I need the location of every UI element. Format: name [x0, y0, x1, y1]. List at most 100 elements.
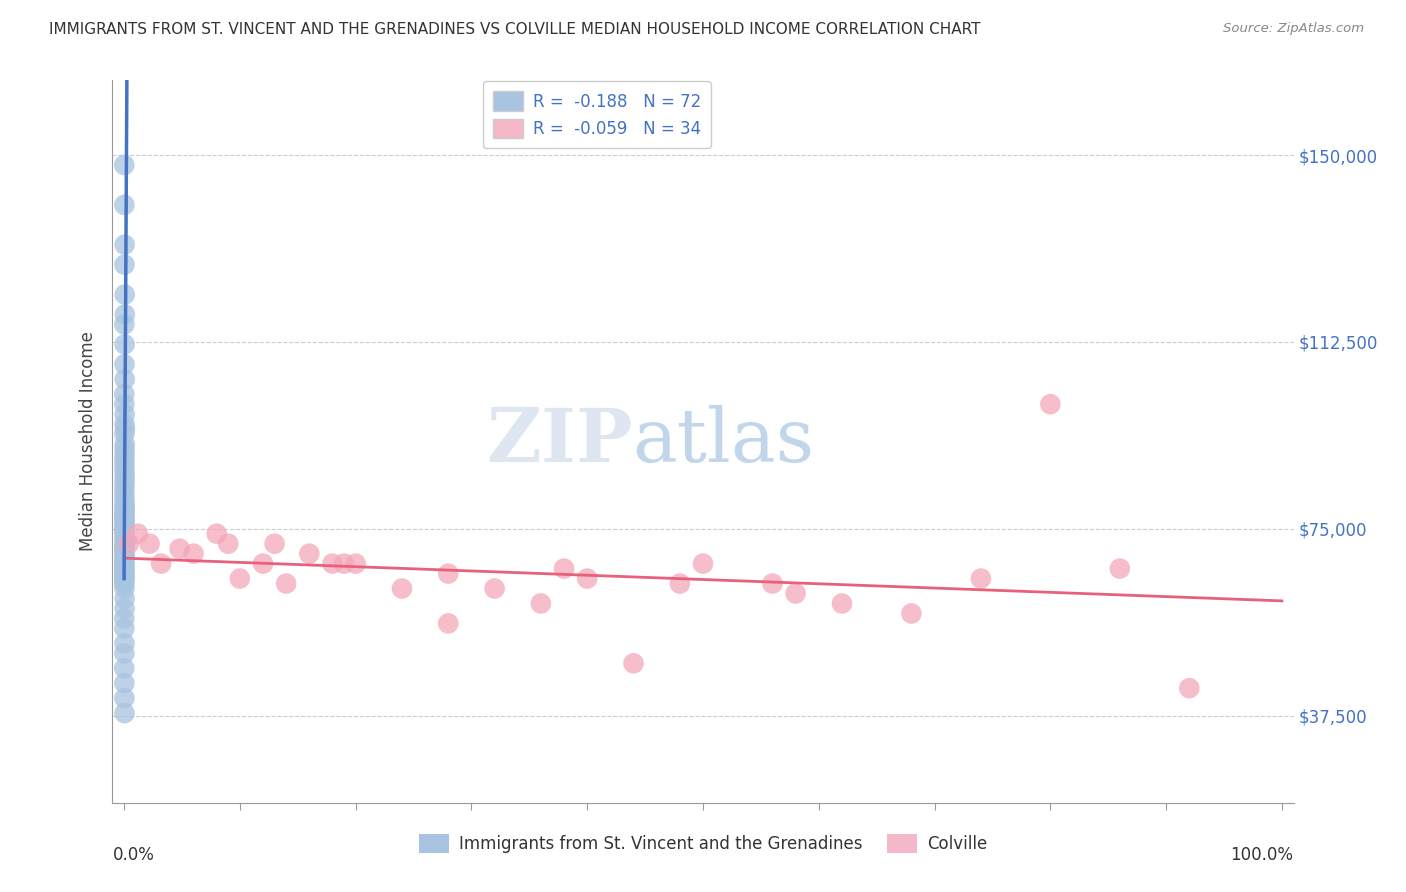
Point [114, 287, 136, 301]
Point [112, 318, 135, 332]
Point [112, 551, 135, 566]
Point [114, 516, 136, 531]
Point [114, 337, 136, 351]
Point [114, 601, 136, 615]
Point [1108, 561, 1130, 575]
Point [112, 537, 135, 551]
Point [114, 529, 136, 543]
Point [114, 526, 136, 541]
Point [114, 591, 136, 606]
Point [112, 646, 135, 660]
Point [112, 572, 135, 586]
Point [114, 547, 136, 561]
Point [900, 607, 922, 621]
Point [112, 564, 135, 578]
Point [114, 706, 136, 720]
Point [1039, 397, 1062, 411]
Point [114, 422, 136, 436]
Point [112, 519, 135, 533]
Point [437, 566, 460, 581]
Point [692, 557, 714, 571]
Point [114, 501, 136, 516]
Point [112, 476, 135, 491]
Point [114, 417, 136, 431]
Point [114, 512, 136, 526]
Point [669, 576, 692, 591]
Point [114, 308, 136, 322]
Point [112, 397, 135, 411]
Point [831, 597, 853, 611]
Point [118, 537, 141, 551]
Point [169, 541, 191, 556]
Point [553, 561, 575, 575]
Point [112, 559, 135, 574]
Point [1178, 681, 1201, 696]
Point [344, 557, 367, 571]
Point [321, 557, 343, 571]
Point [112, 158, 135, 172]
Point [112, 574, 135, 588]
Point [114, 566, 136, 581]
Point [114, 497, 136, 511]
Point [114, 457, 136, 471]
Point [530, 597, 553, 611]
Point [114, 549, 136, 563]
Point [183, 547, 205, 561]
Point [761, 576, 783, 591]
Point [114, 482, 136, 496]
Point [437, 616, 460, 631]
Point [112, 507, 135, 521]
Point [114, 447, 136, 461]
Point [298, 547, 321, 561]
Point [112, 452, 135, 467]
Point [114, 357, 136, 371]
Point [484, 582, 506, 596]
Point [112, 621, 135, 635]
Point [112, 611, 135, 625]
Point [112, 661, 135, 675]
Point [112, 561, 135, 575]
Text: IMMIGRANTS FROM ST. VINCENT AND THE GRENADINES VS COLVILLE MEDIAN HOUSEHOLD INCO: IMMIGRANTS FROM ST. VINCENT AND THE GREN… [49, 22, 981, 37]
Point [229, 572, 252, 586]
Point [217, 537, 239, 551]
Legend: Immigrants from St. Vincent and the Grenadines, Colville: Immigrants from St. Vincent and the Gren… [412, 827, 994, 860]
Point [112, 539, 135, 553]
Y-axis label: Median Household Income: Median Household Income [79, 332, 97, 551]
Point [263, 537, 285, 551]
Point [114, 504, 136, 518]
Point [114, 258, 136, 272]
Point [112, 198, 135, 212]
Point [114, 467, 136, 481]
Point [112, 500, 135, 514]
Point [252, 557, 274, 571]
Point [114, 237, 136, 252]
Point [114, 569, 136, 583]
Point [112, 514, 135, 528]
Point [114, 491, 136, 506]
Point [112, 676, 135, 690]
Point [112, 582, 135, 596]
Point [112, 524, 135, 539]
Text: ZIP: ZIP [485, 405, 633, 478]
Point [150, 557, 173, 571]
Text: atlas: atlas [633, 405, 814, 478]
Point [112, 487, 135, 501]
Point [276, 576, 298, 591]
Point [114, 442, 136, 456]
Point [391, 582, 413, 596]
Point [205, 526, 228, 541]
Point [112, 509, 135, 524]
Point [138, 537, 160, 551]
Point [112, 462, 135, 476]
Point [112, 387, 135, 401]
Point [112, 541, 135, 556]
Point [114, 534, 136, 549]
Text: 0.0%: 0.0% [112, 847, 155, 864]
Text: Source: ZipAtlas.com: Source: ZipAtlas.com [1223, 22, 1364, 36]
Point [114, 407, 136, 421]
Point [785, 586, 807, 600]
Point [112, 427, 135, 442]
Point [114, 437, 136, 451]
Point [114, 636, 136, 650]
Point [112, 544, 135, 558]
